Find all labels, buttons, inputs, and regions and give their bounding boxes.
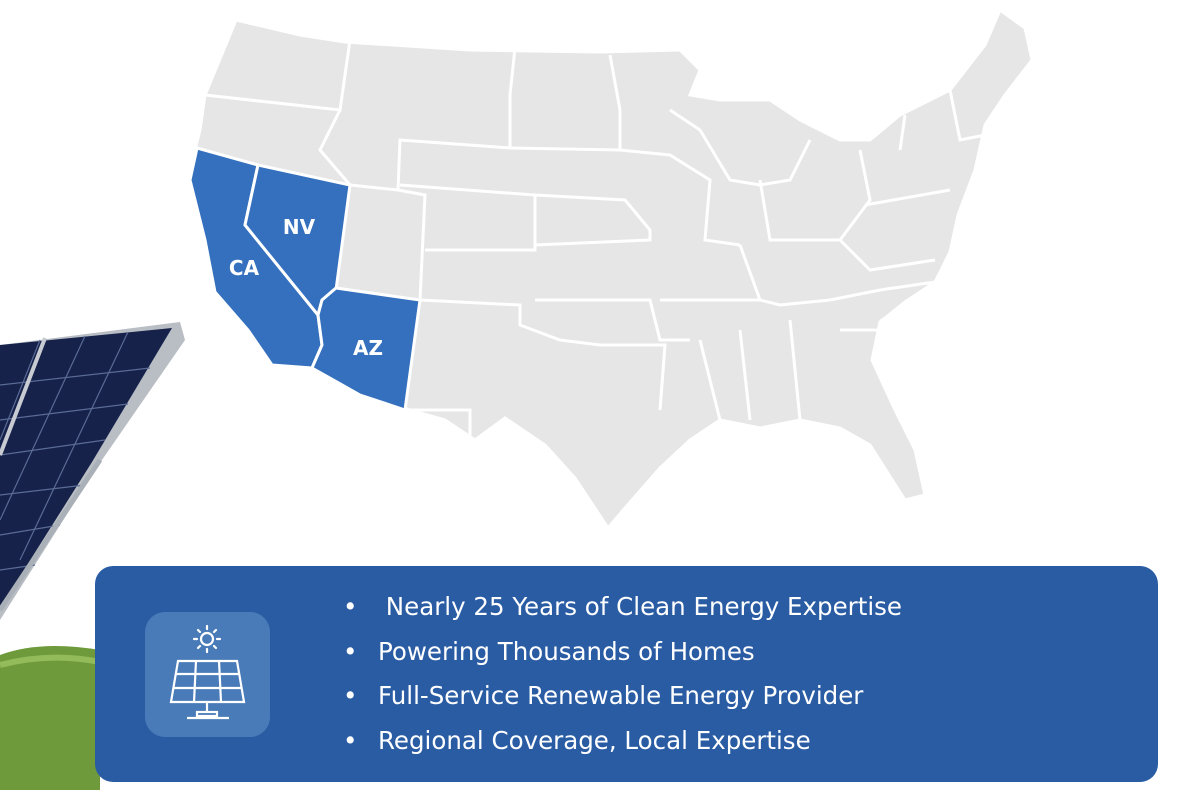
state-label-ca: CA bbox=[229, 256, 260, 280]
solar-panel-image bbox=[0, 322, 185, 790]
solar-panel-sun-icon bbox=[145, 612, 270, 737]
state-label-nv: NV bbox=[283, 215, 316, 239]
state-az[interactable]: AZ bbox=[310, 286, 422, 412]
bullet-item: Powering Thousands of Homes bbox=[343, 633, 902, 678]
bullet-item: Full-Service Renewable Energy Provider bbox=[343, 677, 902, 722]
highlights-panel: Nearly 25 Years of Clean Energy Expertis… bbox=[95, 566, 1158, 782]
state-label-az: AZ bbox=[353, 336, 383, 360]
bullet-item: Regional Coverage, Local Expertise bbox=[343, 722, 902, 767]
state-borders bbox=[204, 39, 986, 440]
highlights-list: Nearly 25 Years of Clean Energy Expertis… bbox=[343, 588, 902, 766]
bullet-item: Nearly 25 Years of Clean Energy Expertis… bbox=[343, 588, 902, 633]
